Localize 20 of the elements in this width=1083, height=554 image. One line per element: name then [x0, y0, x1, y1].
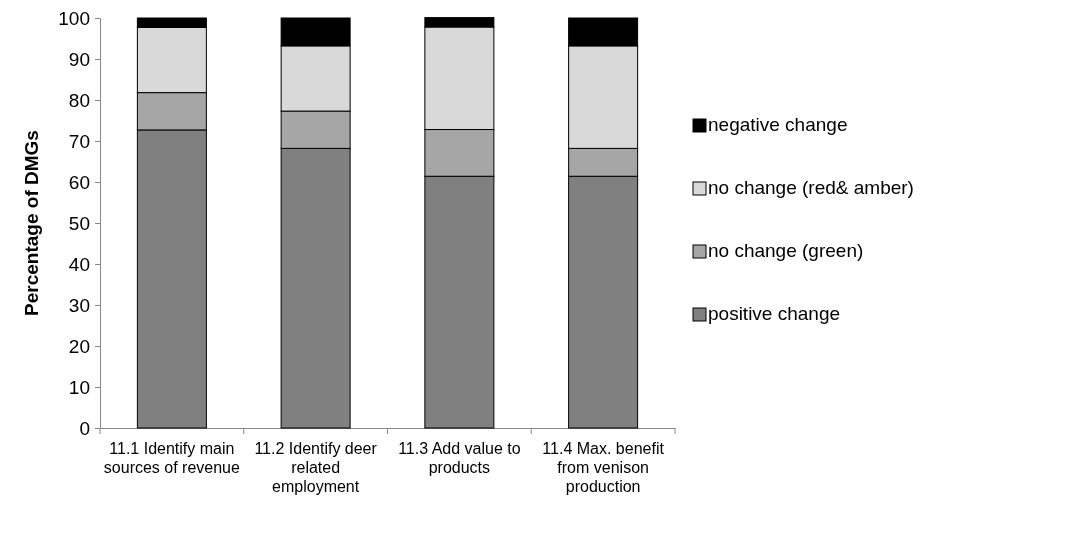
legend-label: no change (red& amber)	[708, 177, 914, 198]
legend-label: negative change	[708, 114, 848, 135]
x-tick-label: 11.1 Identify main sources of revenue	[103, 440, 241, 477]
x-tick-label: 11.3 Add value to products	[398, 440, 521, 477]
y-tick-label: 50	[68, 212, 90, 234]
x-tick-label: 11.4 Max. benefit from venison production	[542, 440, 665, 496]
legend-label: no change (green)	[708, 240, 864, 261]
y-tick-label: 80	[68, 89, 90, 111]
y-tick-label: 20	[68, 335, 90, 357]
y-axis-title: Percentage of DMGs	[21, 130, 42, 316]
y-tick-label: 10	[68, 376, 90, 398]
y-tick-label: 60	[68, 171, 90, 193]
y-tick-label: 90	[68, 48, 90, 70]
y-tick-label: 70	[68, 130, 90, 152]
y-tick-label: 100	[58, 7, 90, 29]
legend-label: positive change	[708, 303, 841, 324]
x-tick-label: 11.2 Identify deer related employment	[254, 440, 378, 496]
y-tick-label: 0	[79, 417, 90, 439]
y-tick-label: 30	[68, 294, 90, 316]
y-tick-label: 40	[68, 253, 90, 275]
